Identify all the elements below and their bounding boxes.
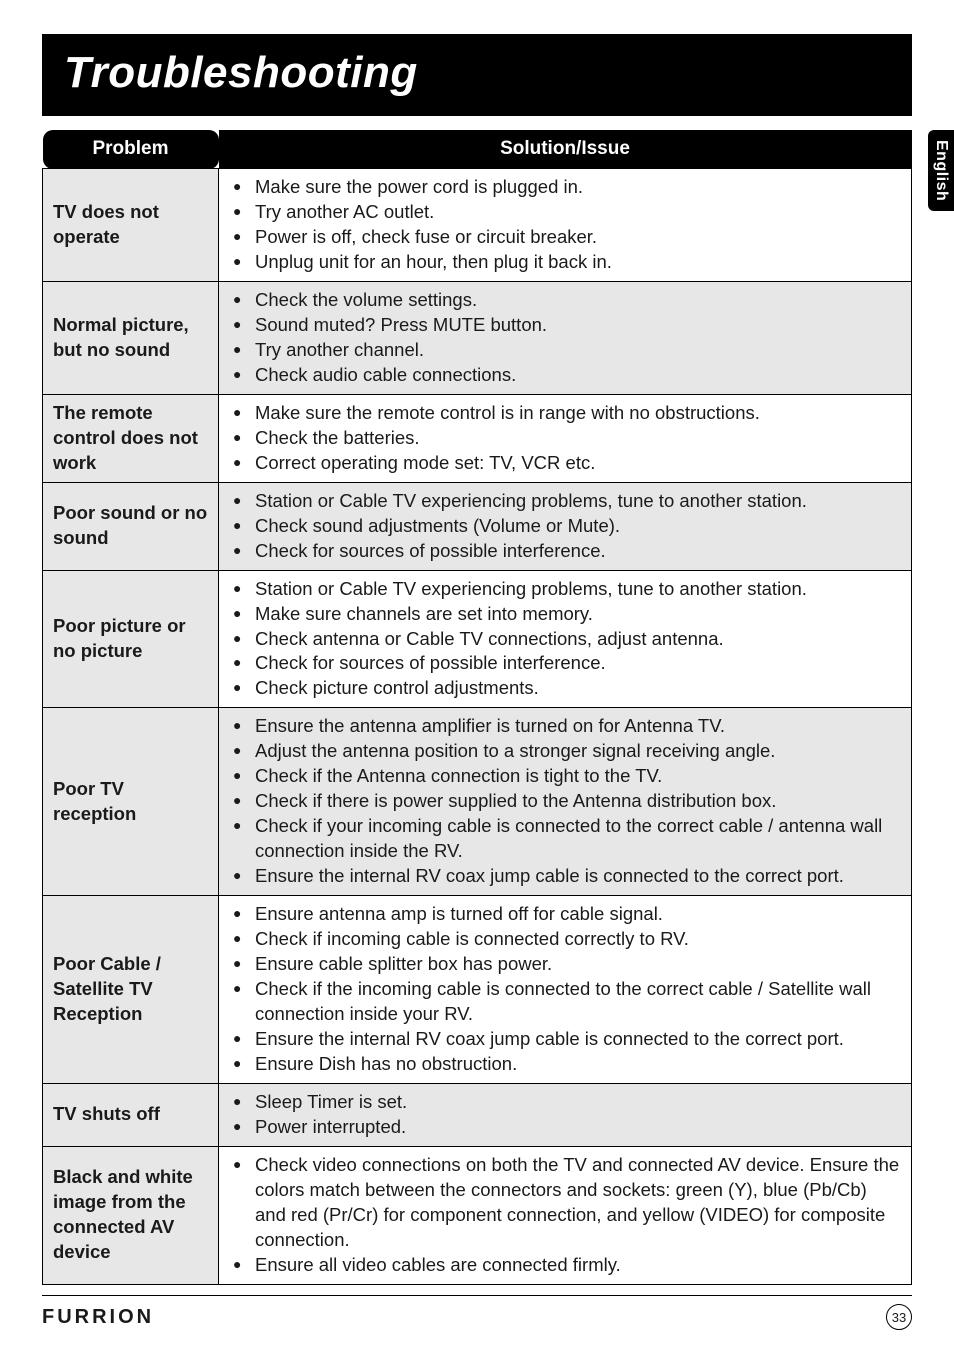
solution-item: Ensure the internal RV coax jump cable i… <box>255 1027 901 1052</box>
solution-cell: Ensure the antenna amplifier is turned o… <box>219 708 912 896</box>
solution-item: Check if incoming cable is connected cor… <box>255 927 901 952</box>
table-row: Black and white image from the connected… <box>43 1146 912 1284</box>
solution-item: Ensure all video cables are connected fi… <box>255 1253 901 1278</box>
page-title: Troubleshooting <box>42 34 912 116</box>
solution-list: Check video connections on both the TV a… <box>229 1153 901 1278</box>
solution-item: Check video connections on both the TV a… <box>255 1153 901 1253</box>
solution-item: Check for sources of possible interferen… <box>255 539 901 564</box>
solution-cell: Station or Cable TV experiencing problem… <box>219 482 912 570</box>
solution-list: Make sure the power cord is plugged in.T… <box>229 175 901 275</box>
solution-item: Try another channel. <box>255 338 901 363</box>
solution-item: Check if the incoming cable is connected… <box>255 977 901 1027</box>
troubleshooting-table: Problem Solution/Issue TV does not opera… <box>42 130 912 1285</box>
problem-cell: Poor picture or no picture <box>43 570 219 708</box>
solution-cell: Make sure the power cord is plugged in.T… <box>219 169 912 282</box>
problem-cell: Normal picture, but no sound <box>43 281 219 394</box>
table-row: Poor TV reception Ensure the antenna ampl… <box>43 708 912 896</box>
table-row: TV does not operateMake sure the power c… <box>43 169 912 282</box>
solution-item: Unplug unit for an hour, then plug it ba… <box>255 250 901 275</box>
solution-cell: Make sure the remote control is in range… <box>219 394 912 482</box>
solution-cell: Check video connections on both the TV a… <box>219 1146 912 1284</box>
solution-list: Station or Cable TV experiencing problem… <box>229 577 901 702</box>
solution-list: Make sure the remote control is in range… <box>229 401 901 476</box>
problem-cell: Poor Cable / Satellite TV Reception <box>43 896 219 1084</box>
solution-item: Station or Cable TV experiencing problem… <box>255 577 901 602</box>
solution-cell: Ensure antenna amp is turned off for cab… <box>219 896 912 1084</box>
page-footer: FURRION 33 <box>42 1295 912 1330</box>
solution-list: Sleep Timer is set.Power interrupted. <box>229 1090 901 1140</box>
table-row: Poor Cable / Satellite TV Reception Ensur… <box>43 896 912 1084</box>
problem-cell: TV does not operate <box>43 169 219 282</box>
solution-cell: Station or Cable TV experiencing problem… <box>219 570 912 708</box>
table-row: Normal picture, but no soundCheck the vo… <box>43 281 912 394</box>
solution-list: Ensure antenna amp is turned off for cab… <box>229 902 901 1077</box>
solution-item: Check if there is power supplied to the … <box>255 789 901 814</box>
column-header-solution: Solution/Issue <box>219 130 912 169</box>
solution-cell: Check the volume settings.Sound muted? P… <box>219 281 912 394</box>
solution-item: Check sound adjustments (Volume or Mute)… <box>255 514 901 539</box>
brand-logo: FURRION <box>42 1306 154 1329</box>
solution-cell: Sleep Timer is set.Power interrupted. <box>219 1083 912 1146</box>
solution-item: Check the batteries. <box>255 426 901 451</box>
problem-cell: Black and white image from the connected… <box>43 1146 219 1284</box>
table-row: Poor picture or no picture Station or Cab… <box>43 570 912 708</box>
table-row: Poor sound or no sound Station or Cable T… <box>43 482 912 570</box>
solution-list: Check the volume settings.Sound muted? P… <box>229 288 901 388</box>
solution-item: Ensure cable splitter box has power. <box>255 952 901 977</box>
solution-item: Sound muted? Press MUTE button. <box>255 313 901 338</box>
solution-item: Make sure the remote control is in range… <box>255 401 901 426</box>
problem-cell: The remote control does not work <box>43 394 219 482</box>
solution-item: Sleep Timer is set. <box>255 1090 901 1115</box>
problem-cell: Poor sound or no sound <box>43 482 219 570</box>
solution-item: Check if your incoming cable is connecte… <box>255 814 901 864</box>
table-row: TV shuts offSleep Timer is set.Power int… <box>43 1083 912 1146</box>
solution-item: Ensure Dish has no obstruction. <box>255 1052 901 1077</box>
solution-list: Ensure the antenna amplifier is turned o… <box>229 714 901 889</box>
solution-item: Ensure the internal RV coax jump cable i… <box>255 864 901 889</box>
solution-item: Check if the Antenna connection is tight… <box>255 764 901 789</box>
solution-list: Station or Cable TV experiencing problem… <box>229 489 901 564</box>
solution-item: Power interrupted. <box>255 1115 901 1140</box>
column-header-problem: Problem <box>43 130 219 169</box>
solution-item: Make sure the power cord is plugged in. <box>255 175 901 200</box>
solution-item: Check for sources of possible interferen… <box>255 651 901 676</box>
page-number: 33 <box>886 1304 912 1330</box>
solution-item: Ensure the antenna amplifier is turned o… <box>255 714 901 739</box>
problem-cell: Poor TV reception <box>43 708 219 896</box>
solution-item: Station or Cable TV experiencing problem… <box>255 489 901 514</box>
solution-item: Try another AC outlet. <box>255 200 901 225</box>
solution-item: Make sure channels are set into memory. <box>255 602 901 627</box>
solution-item: Correct operating mode set: TV, VCR etc. <box>255 451 901 476</box>
solution-item: Check audio cable connections. <box>255 363 901 388</box>
language-tab: English <box>928 130 954 211</box>
solution-item: Ensure antenna amp is turned off for cab… <box>255 902 901 927</box>
solution-item: Adjust the antenna position to a stronge… <box>255 739 901 764</box>
problem-cell: TV shuts off <box>43 1083 219 1146</box>
solution-item: Check the volume settings. <box>255 288 901 313</box>
solution-item: Check picture control adjustments. <box>255 676 901 701</box>
solution-item: Power is off, check fuse or circuit brea… <box>255 225 901 250</box>
table-row: The remote control does not work Make sur… <box>43 394 912 482</box>
solution-item: Check antenna or Cable TV connections, a… <box>255 627 901 652</box>
